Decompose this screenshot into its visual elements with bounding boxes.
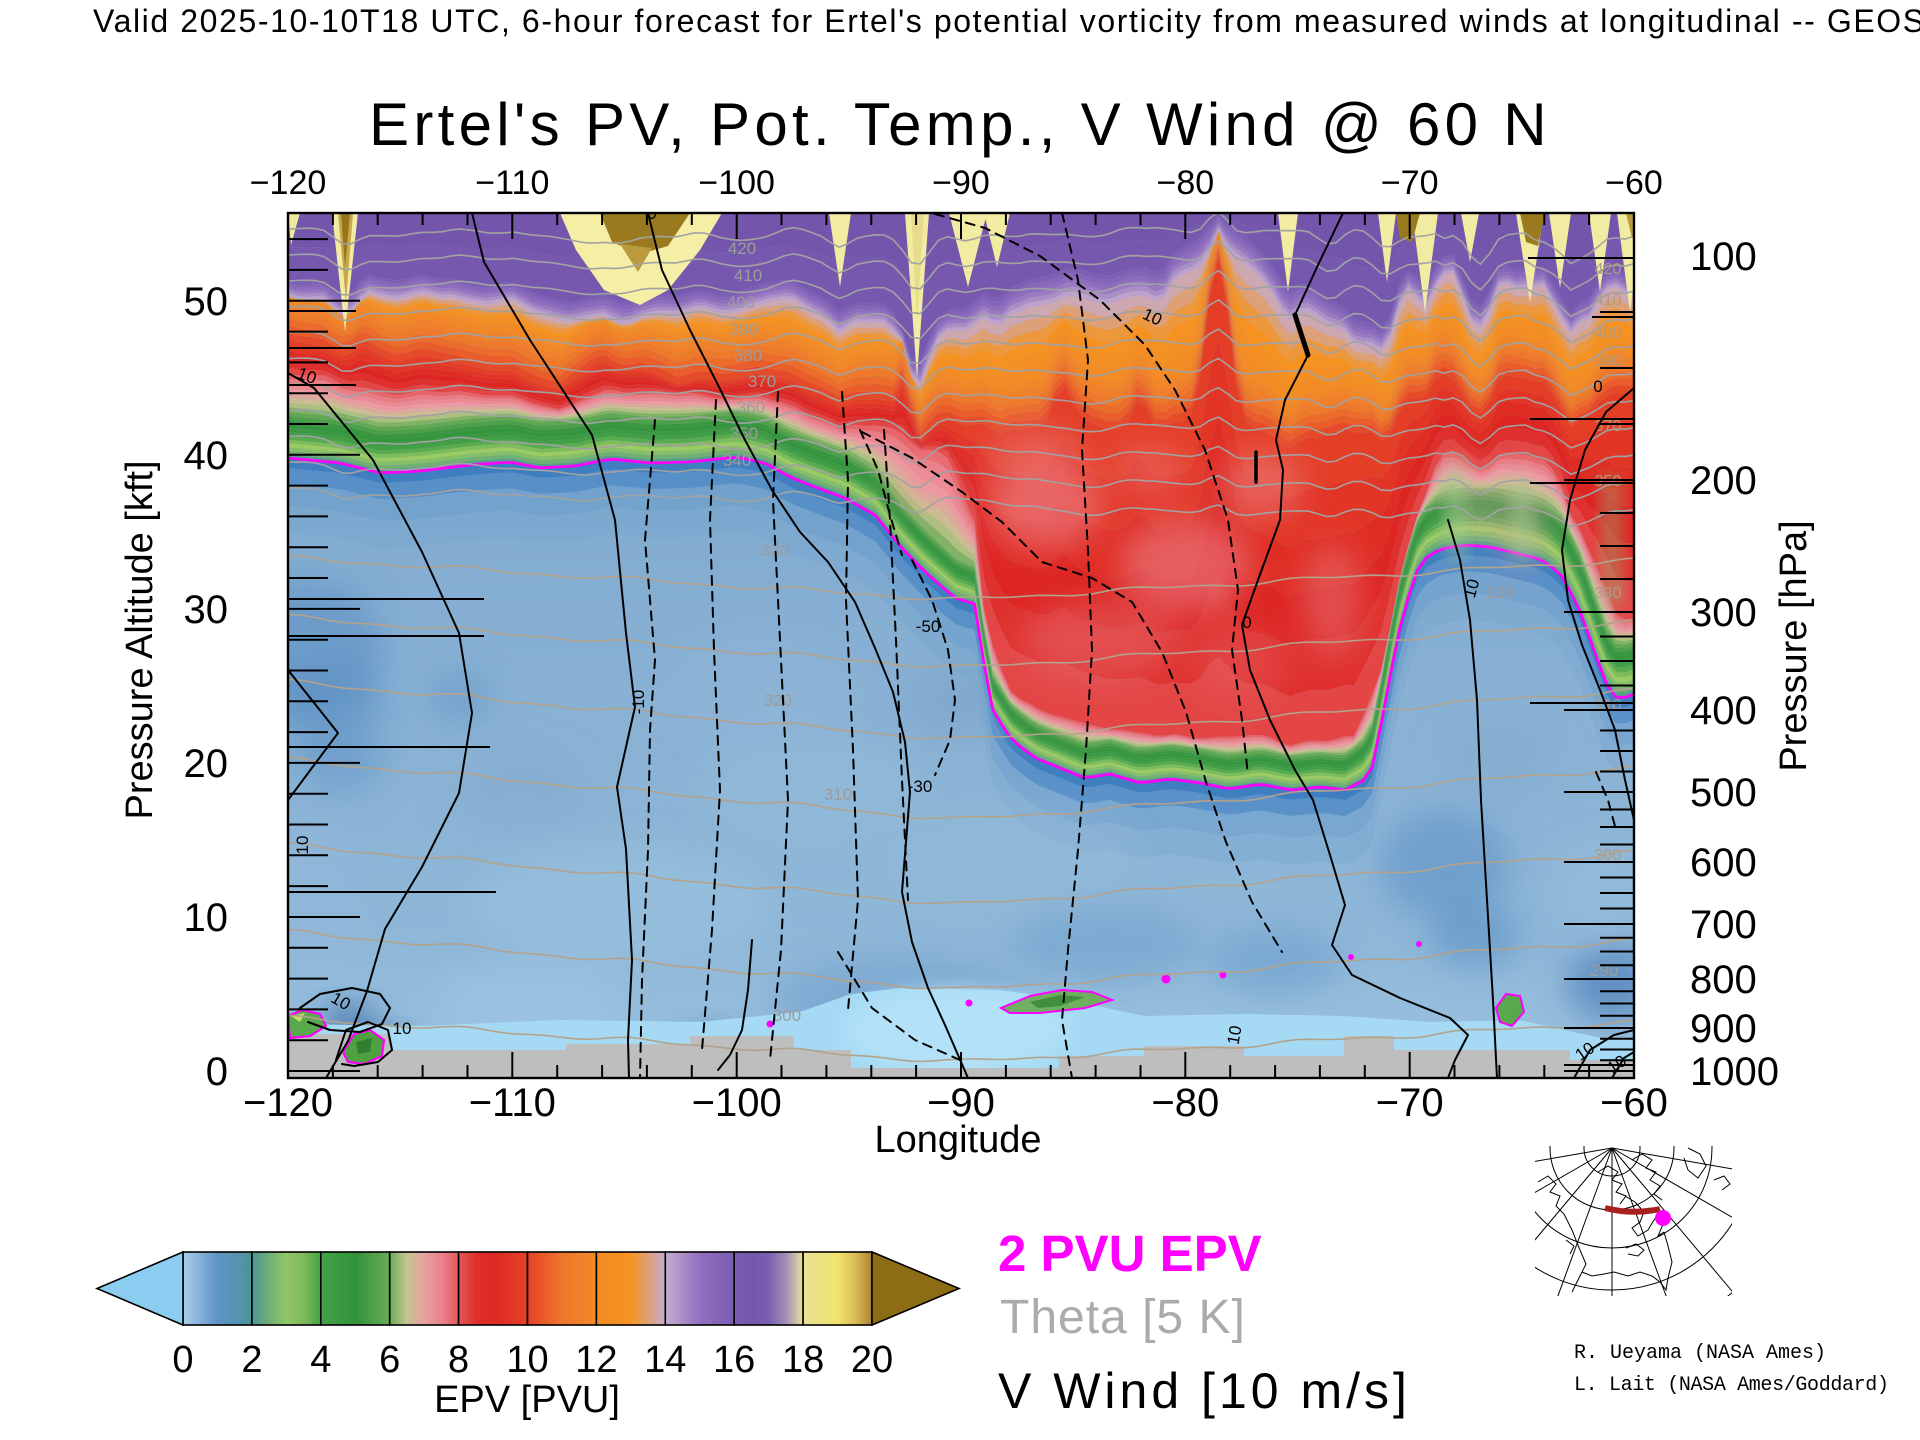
svg-text:330: 330 [1595, 585, 1622, 602]
svg-text:360: 360 [737, 398, 765, 417]
svg-text:400: 400 [727, 293, 755, 312]
svg-text:310: 310 [824, 785, 852, 804]
svg-text:L. Lait (NASA Ames/Goddard): L. Lait (NASA Ames/Goddard) [1574, 1374, 1889, 1397]
svg-text:0: 0 [172, 1339, 193, 1381]
svg-text:10: 10 [506, 1339, 548, 1381]
svg-text:0: 0 [1242, 613, 1251, 632]
svg-text:330: 330 [1486, 583, 1514, 602]
svg-text:Longitude: Longitude [875, 1119, 1042, 1161]
svg-text:30: 30 [184, 588, 229, 632]
svg-text:400: 400 [1595, 325, 1622, 342]
svg-text:18: 18 [782, 1339, 824, 1381]
svg-text:390: 390 [1595, 353, 1622, 370]
svg-text:10: 10 [393, 1019, 412, 1038]
svg-text:390: 390 [730, 320, 758, 339]
svg-text:300: 300 [1690, 591, 1757, 635]
svg-text:10: 10 [293, 836, 312, 855]
svg-text:370: 370 [748, 372, 776, 391]
svg-text:420: 420 [1595, 261, 1622, 278]
svg-text:−110: −110 [475, 164, 549, 202]
svg-text:500: 500 [1690, 771, 1757, 815]
svg-text:EPV [PVU]: EPV [PVU] [434, 1379, 620, 1421]
svg-text:0: 0 [206, 1050, 228, 1094]
svg-text:2: 2 [241, 1339, 262, 1381]
svg-text:Pressure Altitude [kft]: Pressure Altitude [kft] [119, 460, 161, 819]
svg-text:-30: -30 [908, 777, 933, 796]
svg-text:−100: −100 [692, 1081, 782, 1125]
svg-text:900: 900 [1690, 1007, 1757, 1051]
svg-text:50: 50 [184, 280, 229, 324]
svg-text:−60: −60 [1605, 164, 1663, 202]
svg-text:-50: -50 [916, 617, 941, 636]
svg-text:600: 600 [1690, 841, 1757, 885]
svg-text:20: 20 [184, 742, 229, 786]
svg-text:420: 420 [728, 239, 756, 258]
svg-text:10: 10 [1224, 1024, 1246, 1046]
svg-text:−120: −120 [250, 164, 327, 202]
svg-text:V Wind [10 m/s]: V Wind [10 m/s] [998, 1363, 1411, 1419]
svg-text:410: 410 [1595, 292, 1622, 309]
svg-text:−120: −120 [243, 1081, 333, 1125]
svg-text:350: 350 [730, 424, 758, 443]
svg-text:200: 200 [1690, 459, 1757, 503]
svg-text:14: 14 [644, 1339, 686, 1381]
svg-text:10: 10 [184, 896, 229, 940]
svg-text:40: 40 [184, 434, 229, 478]
svg-text:350: 350 [1595, 473, 1622, 490]
svg-text:−70: −70 [1381, 164, 1439, 202]
svg-text:800: 800 [1690, 958, 1757, 1002]
svg-text:700: 700 [1690, 903, 1757, 947]
svg-text:400: 400 [1690, 689, 1757, 733]
svg-text:−60: −60 [1600, 1081, 1668, 1125]
svg-text:Pressure [hPa]: Pressure [hPa] [1773, 520, 1815, 771]
svg-text:Theta [5 K]: Theta [5 K] [1000, 1291, 1246, 1344]
svg-text:−70: −70 [1376, 1081, 1444, 1125]
svg-text:4: 4 [310, 1339, 331, 1381]
svg-text:290: 290 [1590, 961, 1618, 980]
svg-text:R. Ueyama (NASA Ames): R. Ueyama (NASA Ames) [1574, 1342, 1826, 1365]
svg-text:−110: −110 [469, 1081, 556, 1125]
svg-text:−80: −80 [1156, 164, 1214, 202]
svg-text:300: 300 [773, 1006, 801, 1025]
svg-text:410: 410 [734, 266, 762, 285]
svg-text:−90: −90 [927, 1081, 995, 1125]
svg-text:1000: 1000 [1690, 1050, 1779, 1094]
svg-text:−100: −100 [698, 164, 775, 202]
svg-text:8: 8 [448, 1339, 469, 1381]
svg-text:6: 6 [379, 1339, 400, 1381]
svg-text:−90: −90 [932, 164, 990, 202]
svg-text:16: 16 [713, 1339, 755, 1381]
svg-text:-10: -10 [629, 690, 648, 715]
svg-text:20: 20 [851, 1339, 893, 1381]
svg-text:100: 100 [1690, 235, 1757, 279]
svg-text:0: 0 [1593, 377, 1602, 396]
svg-text:2 PVU EPV: 2 PVU EPV [998, 1225, 1262, 1282]
svg-text:330: 330 [761, 541, 789, 560]
svg-text:0: 0 [647, 204, 656, 223]
svg-text:300: 300 [1595, 847, 1622, 864]
svg-text:340: 340 [723, 451, 751, 470]
svg-text:10: 10 [1460, 577, 1483, 600]
svg-text:320: 320 [764, 691, 792, 710]
svg-text:380: 380 [734, 346, 762, 365]
svg-text:12: 12 [575, 1339, 617, 1381]
svg-text:−80: −80 [1151, 1081, 1219, 1125]
